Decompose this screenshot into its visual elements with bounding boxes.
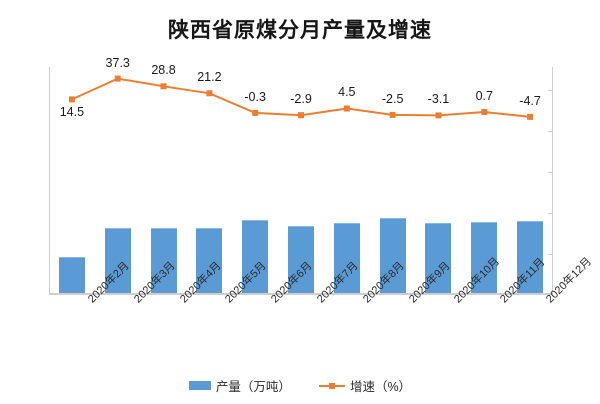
legend-label-production: 产量（万吨） [215,380,291,394]
right-axis-tick-mark-0 [548,131,553,132]
category-label-3: 2020年4月 [178,260,224,306]
category-label-8: 2020年9月 [407,260,453,306]
category-label-4: 2020年5月 [223,260,269,306]
bar-3 [150,228,177,293]
category-label-6: 2020年7月 [315,260,361,306]
category-label-7: 2020年8月 [361,260,407,306]
data-label-7: 4.5 [338,85,356,100]
marker-6 [298,112,304,119]
category-label-11: 2020年12月 [544,255,595,306]
data-label-11: -4.7 [519,93,541,108]
right-axis-tick-mark-50 [548,90,553,91]
legend-item-growth[interactable]: 增速（%） [318,376,412,395]
bar-8 [379,218,406,293]
chart-legend: 产量（万吨） 增速（%） [0,376,600,395]
right-axis-tick-mark-neg200 [548,294,553,295]
category-label-10: 2020年11月 [498,256,547,305]
right-axis-tick-mark-neg150 [548,254,553,255]
marker-9 [435,112,442,119]
plot-area: 20000 15000 10000 5000 0 50 0 -50 -100 -… [49,56,553,295]
bar-11 [517,221,544,293]
category-label-9: 2020年10月 [452,255,502,305]
right-axis-tick-mark-neg50 [548,172,553,173]
marker-7 [343,105,350,112]
marker-5 [252,109,259,116]
right-axis-tick-mark-neg100 [548,213,553,214]
bar-10 [471,221,498,293]
bar-9 [425,223,452,293]
marker-10 [481,109,488,115]
line-swatch-icon [318,381,345,390]
marker-3 [160,83,167,90]
bar-5 [242,220,269,293]
bar-7 [333,223,360,293]
data-label-5: -0.3 [244,89,266,104]
data-label-10: 0.7 [475,88,493,103]
data-label-4: 21.2 [197,70,222,85]
bar-4 [196,227,223,293]
line-series [68,75,534,120]
legend-label-growth: 增速（%） [349,380,412,394]
marker-11 [527,113,534,120]
bar-2 [104,227,131,293]
data-label-3: 28.8 [151,63,176,78]
data-label-2: 37.3 [105,55,130,70]
bar-1 [58,256,85,293]
category-axis-labels: 2020年2月2020年3月2020年4月2020年5月2020年6月2020年… [49,255,595,369]
data-label-9: -3.1 [427,92,450,107]
left-axis-line [49,67,50,295]
marker-2 [114,75,121,82]
right-axis-line [552,67,553,295]
data-label-8: -2.5 [381,91,404,106]
marker-4 [206,90,213,97]
marker-8 [389,111,396,118]
bar-6 [288,226,314,293]
marker-1 [68,96,75,103]
category-label-1: 2020年2月 [86,260,132,306]
bar-swatch-icon [188,381,211,390]
category-axis-line [49,293,553,295]
data-label-1: 14.5 [59,105,85,120]
legend-item-production[interactable]: 产量（万吨） [188,376,291,395]
growth-markers [68,75,534,120]
category-label-5: 2020年6月 [269,260,315,306]
data-label-6: -2.9 [290,92,312,107]
category-label-2: 2020年3月 [132,260,178,306]
chart-title: 陕西省原煤分月产量及增速 [168,18,432,42]
